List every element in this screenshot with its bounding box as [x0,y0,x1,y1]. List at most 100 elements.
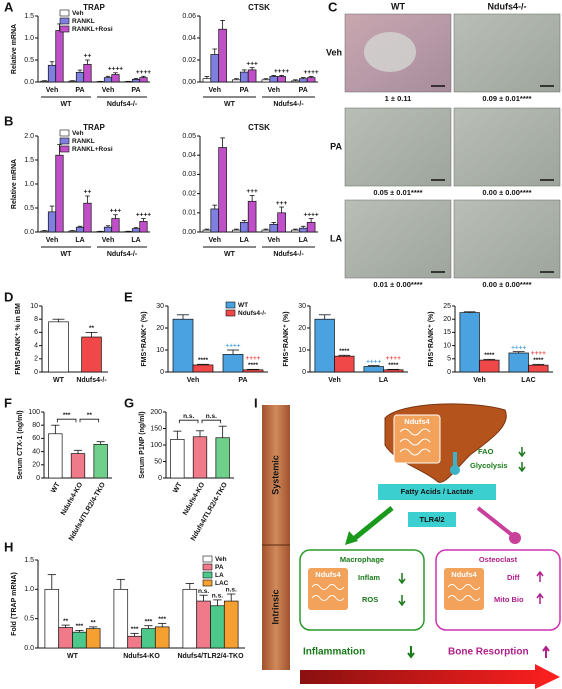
x-tick-label: LA [299,237,308,244]
bar [261,79,271,83]
bar [81,336,102,373]
gene-label: Ndufs4 [404,417,430,426]
x-tick-label: Veh [268,87,280,94]
bracket-label: n.s. [183,413,194,420]
y-axis-label: FMS⁺RANK⁺ (%) [428,311,435,366]
bar [55,30,64,83]
gene-label: Ndufs4 [451,570,477,579]
bar [210,208,220,233]
significance-label: *** [158,616,166,623]
x-tick-label: PA [238,377,247,384]
cell-cluster [364,32,416,72]
bar [479,359,500,373]
level-label: Systemic [270,455,280,495]
x-tick-label: Veh [209,237,221,244]
bar [314,318,335,373]
significance-label: +++ [246,188,258,195]
y-tick-label: 20 [298,325,306,332]
bar [269,76,279,83]
bracket-label: *** [63,412,71,419]
significance-label: +++ [246,60,258,67]
legend-swatch [59,17,70,25]
bar [68,80,77,83]
y-tick-label: 1.0 [24,35,34,42]
y-tick-label: 0.5 [24,57,34,64]
x-tick-label: WT [172,481,184,495]
significance-label: ++++ [245,355,260,362]
legend-swatch [59,129,70,137]
bar [68,230,77,233]
bar [261,229,271,233]
cristae [311,584,345,601]
legend-swatch [202,555,213,563]
bar [269,223,279,233]
x-tick-label: LAC [521,377,535,384]
x-tick-label: PA [75,87,84,94]
legend-swatch [225,309,236,317]
significance-label: ++++ [136,211,151,218]
x-tick-label: LA [131,237,140,244]
bar [75,71,85,83]
bar [277,76,286,83]
bar [47,211,57,233]
bar [192,364,214,373]
bar [247,200,257,233]
bar [127,635,142,649]
panel-label: E [124,289,133,304]
significance-label: ++++ [304,69,319,76]
y-tick-label: 2 [34,356,38,363]
group-label: WT [224,251,236,258]
panel-label: C [328,0,338,14]
bar [202,229,212,233]
x-tick-label: Ndufs4-KO [123,653,160,660]
y-axis-label: Serum CTX-1 (ng/ml) [17,410,24,479]
x-tick-label: Ndufs4-KO [182,481,207,517]
y-tick-label: 0.06 [182,13,196,20]
y-tick-label: 1.5 [24,557,34,564]
bar [306,77,316,83]
x-tick-label: Veh [268,237,280,244]
bar [192,436,208,479]
x-tick-label: LA [75,237,84,244]
bar [291,229,300,233]
y-tick-label: 100 [150,442,162,449]
micrograph [344,107,452,187]
caption: 0.01 ± 0.00**** [373,280,422,289]
group-label: Ndufs4-/- [273,251,304,258]
significance-label: **** [533,357,544,364]
y-tick-label: 1.5 [24,13,34,20]
chart-title: TRAP [83,123,105,132]
significance-label: ++ [84,189,92,196]
bar [93,443,108,479]
x-tick-label: WT [50,481,62,495]
bar [210,54,220,83]
bar [172,318,194,373]
column-label: Ndufs4-/- [488,1,527,11]
bar [70,453,86,479]
caption: 0.05 ± 0.01**** [373,188,422,197]
x-tick-label: LA [240,237,249,244]
significance-label: ++++ [366,358,381,365]
legend-swatch [59,137,70,145]
significance-label: ** [89,325,95,332]
bar [141,628,156,649]
bar [139,77,148,83]
receptor-box [408,512,456,527]
micrograph [453,199,561,279]
y-tick-label: 0.02 [182,57,196,64]
outcome-label: Inflammation [303,647,365,658]
panel-label: I [254,395,258,410]
x-tick-label: PA [240,87,249,94]
bar [44,588,60,649]
bar [459,312,480,373]
inhibit-line [476,506,514,537]
y-tick-label: 10 [30,303,38,310]
bar [85,628,101,649]
bar [40,80,49,83]
x-tick-label: PA [299,87,308,94]
bar [196,600,211,649]
legend-swatch [202,579,213,587]
cell-title: Macrophage [340,555,384,564]
